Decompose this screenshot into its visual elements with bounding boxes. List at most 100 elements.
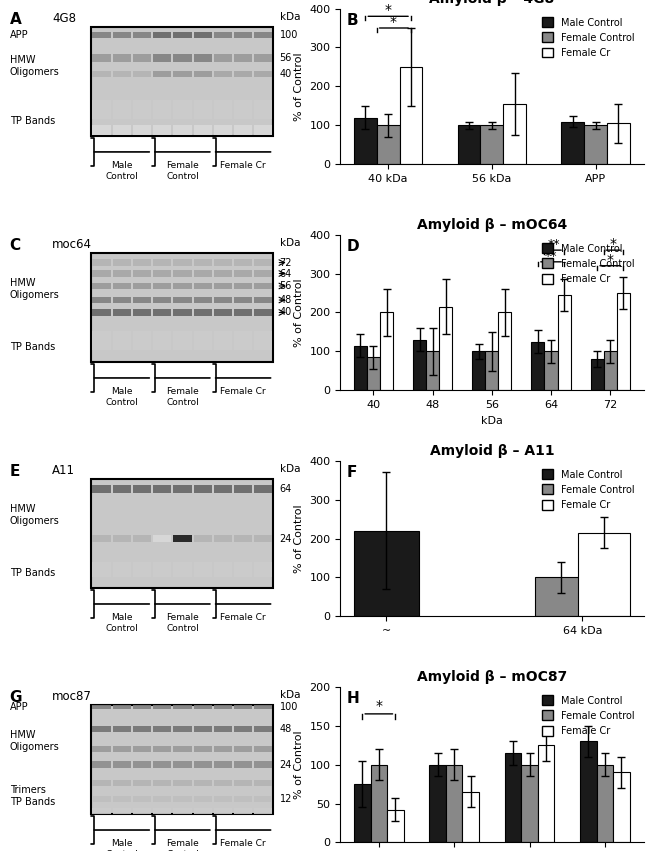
Bar [174, 125, 192, 134]
Bar [133, 297, 151, 303]
Bar [473, 351, 486, 391]
Text: kDa: kDa [280, 237, 301, 248]
Bar [112, 283, 131, 289]
Bar [354, 531, 419, 616]
Text: Female Cr: Female Cr [220, 162, 266, 170]
Bar [597, 764, 613, 842]
Bar [133, 808, 151, 814]
Text: 4G8: 4G8 [52, 12, 76, 25]
Text: Male
Control: Male Control [105, 162, 138, 180]
Bar [174, 762, 192, 768]
Bar [133, 780, 151, 786]
Bar [112, 297, 131, 303]
Text: 40: 40 [280, 307, 292, 317]
Bar [92, 100, 111, 119]
Bar [92, 479, 274, 588]
Text: HMW
Oligomers: HMW Oligomers [10, 730, 59, 752]
Bar [214, 100, 232, 119]
Bar [174, 331, 192, 350]
Text: 100: 100 [280, 702, 298, 712]
Bar [112, 331, 131, 350]
Bar [538, 745, 554, 842]
Text: Male
Control: Male Control [105, 387, 138, 407]
Bar [234, 125, 252, 134]
Bar [174, 260, 192, 266]
Bar [194, 283, 212, 289]
Bar [214, 297, 232, 303]
Text: HMW
Oligomers: HMW Oligomers [10, 55, 59, 77]
Bar [133, 485, 151, 493]
Bar [234, 100, 252, 119]
Bar [377, 125, 400, 164]
Text: TP Bands: TP Bands [10, 568, 55, 578]
Text: 24: 24 [280, 534, 292, 544]
Bar [214, 780, 232, 786]
Bar [153, 485, 172, 493]
Text: A11: A11 [52, 464, 75, 477]
Text: APP: APP [10, 30, 28, 40]
Bar [214, 260, 232, 266]
Bar [194, 485, 212, 493]
Text: C: C [10, 237, 21, 253]
Bar [194, 31, 212, 38]
Bar [133, 271, 151, 277]
Bar [133, 31, 151, 38]
Bar [174, 745, 192, 752]
Bar [153, 271, 172, 277]
Text: A: A [10, 12, 21, 26]
Bar [254, 297, 272, 303]
Y-axis label: % of Control: % of Control [294, 52, 304, 121]
Bar [254, 535, 272, 541]
Bar [174, 297, 192, 303]
Text: 48: 48 [280, 295, 292, 305]
Bar [92, 745, 111, 752]
Bar [254, 780, 272, 786]
Bar [153, 54, 172, 62]
Title: Amyloid β – mOC64: Amyloid β – mOC64 [417, 218, 567, 232]
Bar [153, 808, 172, 814]
Text: 100: 100 [280, 30, 298, 40]
Bar [112, 54, 131, 62]
Bar [112, 125, 131, 134]
Bar [254, 260, 272, 266]
Bar [174, 54, 192, 62]
Bar [521, 764, 538, 842]
Bar [112, 31, 131, 38]
Bar [194, 562, 212, 578]
Bar [133, 745, 151, 752]
Bar [133, 309, 151, 317]
Bar [214, 309, 232, 317]
Bar [112, 745, 131, 752]
Text: 64: 64 [280, 483, 292, 494]
Bar [214, 485, 232, 493]
Bar [174, 71, 192, 77]
Bar [133, 726, 151, 732]
Bar [580, 741, 597, 842]
Bar [153, 535, 172, 541]
Bar [153, 331, 172, 350]
Text: **: ** [548, 238, 560, 251]
Bar [153, 297, 172, 303]
Text: Trimers
TP Bands: Trimers TP Bands [10, 785, 55, 807]
Bar [92, 27, 274, 136]
Bar [486, 351, 499, 391]
Bar [214, 808, 232, 814]
Bar [174, 309, 192, 317]
Bar [214, 705, 232, 709]
Bar [429, 764, 446, 842]
Bar [591, 359, 604, 391]
Bar [112, 485, 131, 493]
Bar [92, 309, 111, 317]
Text: *: * [610, 237, 617, 251]
Text: E: E [10, 464, 20, 479]
Bar [194, 762, 212, 768]
Bar [174, 31, 192, 38]
Bar [133, 100, 151, 119]
Bar [112, 309, 131, 317]
Bar [562, 122, 584, 164]
Text: Female Cr: Female Cr [220, 839, 266, 848]
Text: *: * [375, 699, 382, 713]
Legend: Male Control, Female Control, Female Cr: Male Control, Female Control, Female Cr [538, 692, 639, 740]
Bar [174, 271, 192, 277]
Bar [174, 562, 192, 578]
